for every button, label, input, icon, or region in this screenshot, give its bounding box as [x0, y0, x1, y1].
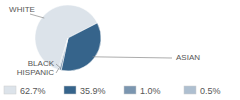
legend-swatch: [184, 86, 196, 94]
leader-line: [56, 64, 61, 68]
legend-label: 1.0%: [140, 86, 161, 96]
leader-line: [56, 68, 59, 73]
pie-slice: [59, 38, 68, 70]
legend: 62.7% 35.9% 1.0% 0.5%: [4, 86, 221, 96]
legend-label: 0.5%: [200, 86, 221, 96]
slice-label: ASIAN: [176, 53, 200, 62]
slice-label: BLACK: [28, 59, 55, 68]
pie-slice: [58, 38, 68, 70]
legend-label: 62.7%: [20, 86, 46, 96]
leader-line: [30, 14, 44, 18]
legend-swatch: [4, 86, 16, 94]
legend-label: 35.9%: [80, 86, 106, 96]
slice-label: WHITE: [9, 5, 35, 14]
legend-swatch: [64, 86, 76, 94]
slice-label: HISPANIC: [17, 68, 54, 77]
leader-line: [93, 57, 172, 58]
chart: WHITE ASIAN BLACKHISPANIC 62.7% 35.9% 1.0% 0.5…: [0, 0, 240, 100]
pie-slice: [61, 23, 101, 71]
legend-swatch: [124, 86, 136, 94]
